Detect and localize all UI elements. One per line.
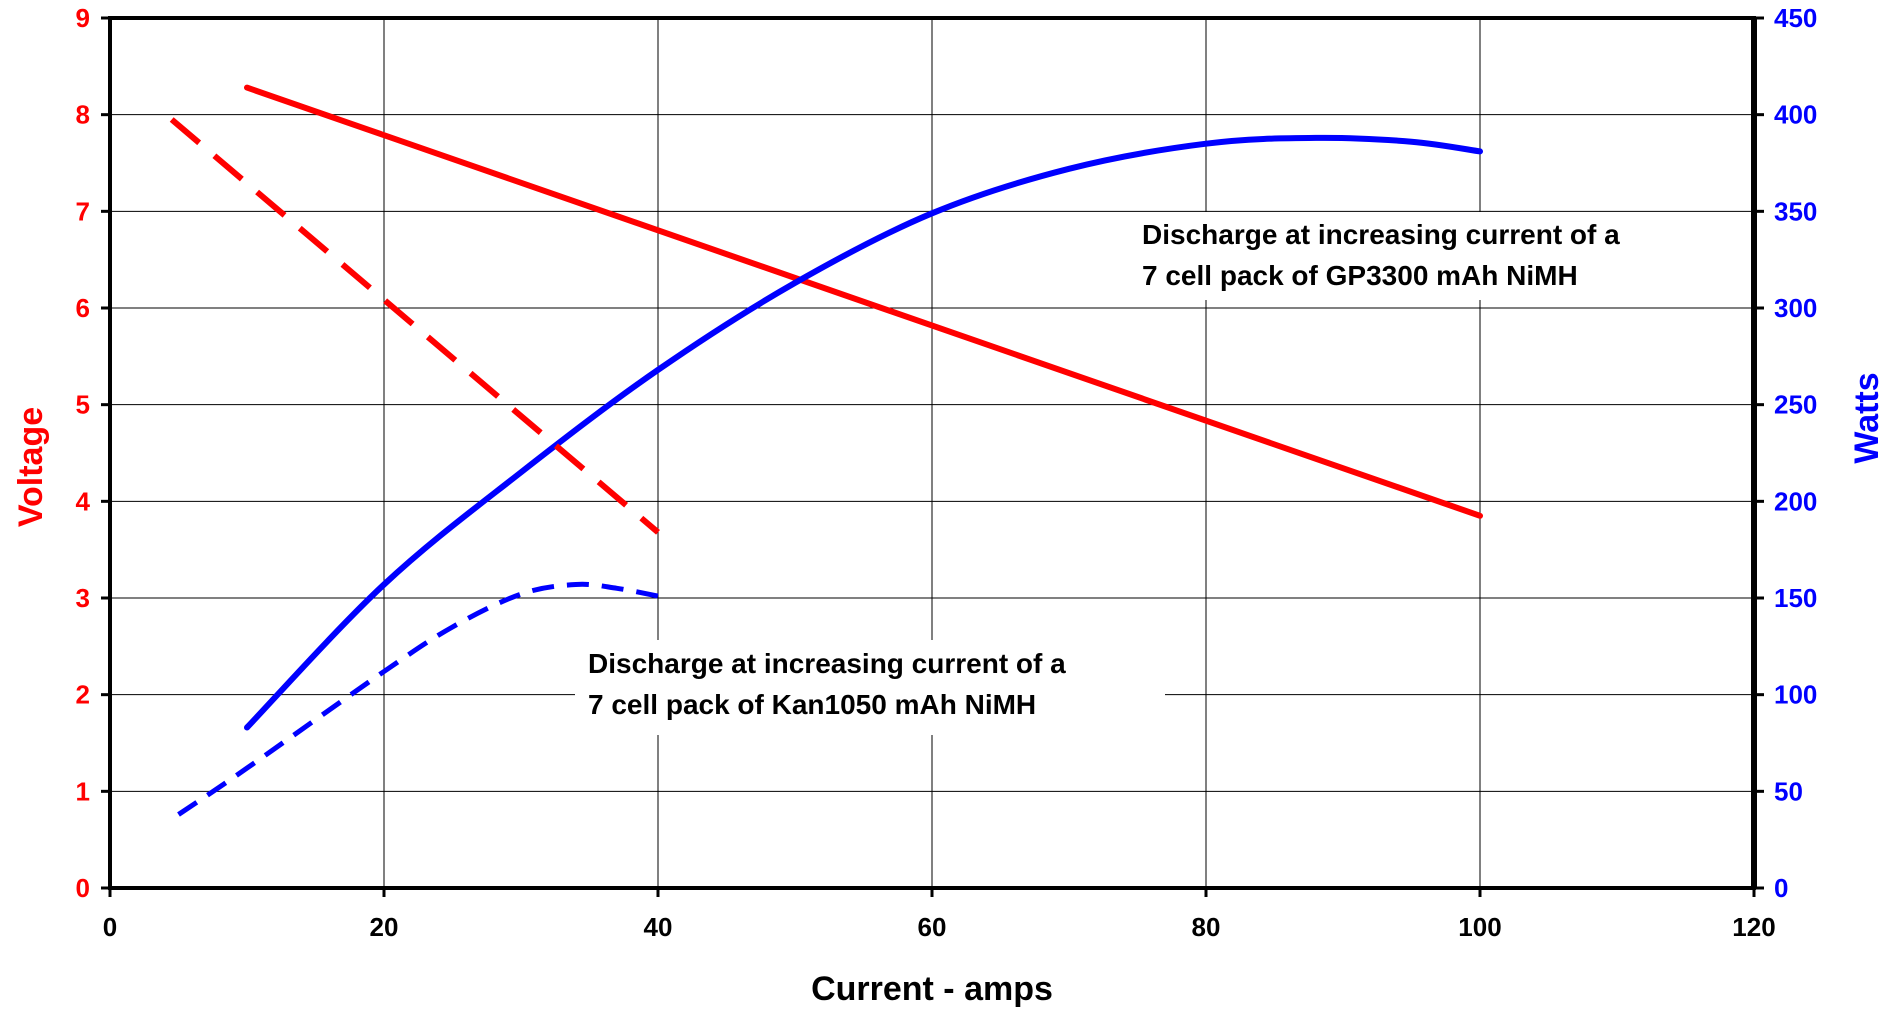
x-tick-label: 100 xyxy=(1458,912,1501,942)
x-axis-title: Current - amps xyxy=(811,970,1053,1008)
y-tick-label: 0 xyxy=(76,873,90,903)
annotation-gp3300-line-2: 7 cell pack of GP3300 mAh NiMH xyxy=(1142,260,1578,291)
series-gp3300-voltage-line xyxy=(244,84,1483,519)
x-tick-label: 20 xyxy=(370,912,399,942)
y2-tick-label: 450 xyxy=(1774,3,1817,33)
grid xyxy=(110,18,1754,888)
y-tick-label: 1 xyxy=(76,776,90,806)
x-tick-label: 120 xyxy=(1732,912,1775,942)
y2-tick-label: 300 xyxy=(1774,293,1817,323)
y-tick-label: 5 xyxy=(76,390,90,420)
y-tick-label: 4 xyxy=(76,486,91,516)
tick-marks xyxy=(101,16,1764,897)
y2-tick-label: 100 xyxy=(1774,680,1817,710)
x-tick-label: 80 xyxy=(1192,912,1221,942)
annotation-kan1050-background xyxy=(575,640,1165,735)
y-tick-label: 6 xyxy=(76,293,90,323)
annotation-kan1050: Discharge at increasing current of a 7 c… xyxy=(575,640,1165,735)
y-tick-label: 2 xyxy=(76,680,90,710)
annotation-gp3300-line-1: Discharge at increasing current of a xyxy=(1142,219,1620,250)
y-axis-title: Voltage xyxy=(12,407,50,527)
y2-tick-label: 250 xyxy=(1774,390,1817,420)
x-tick-label: 60 xyxy=(918,912,947,942)
y-tick-label: 8 xyxy=(76,100,90,130)
series-group xyxy=(169,84,1483,817)
y-tick-label: 3 xyxy=(76,583,90,613)
y2-tick-label: 150 xyxy=(1774,583,1817,613)
annotation-kan1050-line-2: 7 cell pack of Kan1050 mAh NiMH xyxy=(588,689,1036,720)
series-kan1050-voltage-line xyxy=(169,117,660,535)
y2-axis-title: Watts xyxy=(1848,372,1886,463)
annotation-gp3300: Discharge at increasing current of a 7 c… xyxy=(1130,212,1730,300)
y2-tick-label: 200 xyxy=(1774,486,1817,516)
annotation-kan1050-line-1: Discharge at increasing current of a xyxy=(588,648,1066,679)
y-tick-label: 7 xyxy=(76,196,90,226)
x-tick-label: 40 xyxy=(644,912,673,942)
y2-tick-label: 350 xyxy=(1774,196,1817,226)
x-tick-label: 0 xyxy=(103,912,117,942)
y2-tick-label: 0 xyxy=(1774,873,1788,903)
series-gp3300-watts-line xyxy=(244,134,1483,731)
annotation-gp3300-background xyxy=(1130,212,1730,300)
y2-tick-label: 400 xyxy=(1774,100,1817,130)
series-kan1050-watts-line xyxy=(177,581,659,817)
y-tick-label: 9 xyxy=(76,3,90,33)
y2-tick-label: 50 xyxy=(1774,776,1803,806)
tick-labels: 0 20 40 60 80 100 120 0 1 2 3 4 5 6 7 8 9 0 50 100 150 200 250… xyxy=(76,3,1818,942)
